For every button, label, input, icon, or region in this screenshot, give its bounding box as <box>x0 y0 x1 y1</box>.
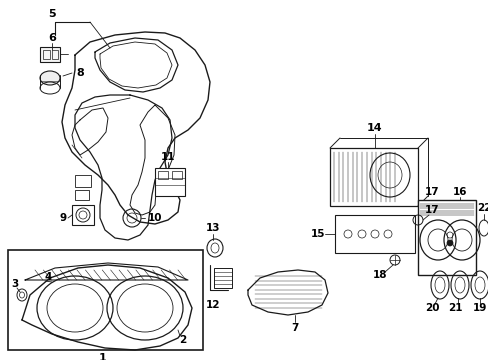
Bar <box>8 250 203 350</box>
Bar <box>334 215 414 253</box>
Text: 17: 17 <box>424 205 438 215</box>
Text: 11: 11 <box>161 152 175 162</box>
Bar <box>43 50 50 59</box>
Bar <box>72 205 94 225</box>
Text: 8: 8 <box>76 68 84 78</box>
Text: 4: 4 <box>44 272 52 282</box>
Text: 16: 16 <box>452 187 467 197</box>
Ellipse shape <box>446 240 452 246</box>
Text: 5: 5 <box>48 9 56 19</box>
Text: 13: 13 <box>205 223 220 233</box>
Bar <box>158 171 168 179</box>
Text: 14: 14 <box>366 123 382 133</box>
Ellipse shape <box>40 71 60 85</box>
Text: 10: 10 <box>147 213 162 223</box>
Bar <box>172 171 182 179</box>
Bar <box>40 47 60 62</box>
Bar <box>75 190 89 200</box>
Text: 19: 19 <box>472 303 486 313</box>
Bar <box>417 200 475 275</box>
Bar <box>52 50 58 59</box>
Bar <box>214 268 231 288</box>
Text: 17: 17 <box>424 187 438 197</box>
Text: 18: 18 <box>372 270 386 280</box>
Text: 12: 12 <box>205 300 220 310</box>
Text: 6: 6 <box>48 33 56 43</box>
Text: 7: 7 <box>291 323 298 333</box>
Bar <box>329 148 417 206</box>
Bar <box>155 168 184 196</box>
Text: 20: 20 <box>424 303 438 313</box>
Text: 3: 3 <box>11 279 19 289</box>
Bar <box>75 175 91 187</box>
Text: 15: 15 <box>310 229 325 239</box>
Text: 22: 22 <box>476 203 488 213</box>
Text: 1: 1 <box>99 353 107 360</box>
Ellipse shape <box>206 239 223 257</box>
Text: 9: 9 <box>60 213 66 223</box>
Text: 21: 21 <box>447 303 461 313</box>
Text: 2: 2 <box>179 335 186 345</box>
